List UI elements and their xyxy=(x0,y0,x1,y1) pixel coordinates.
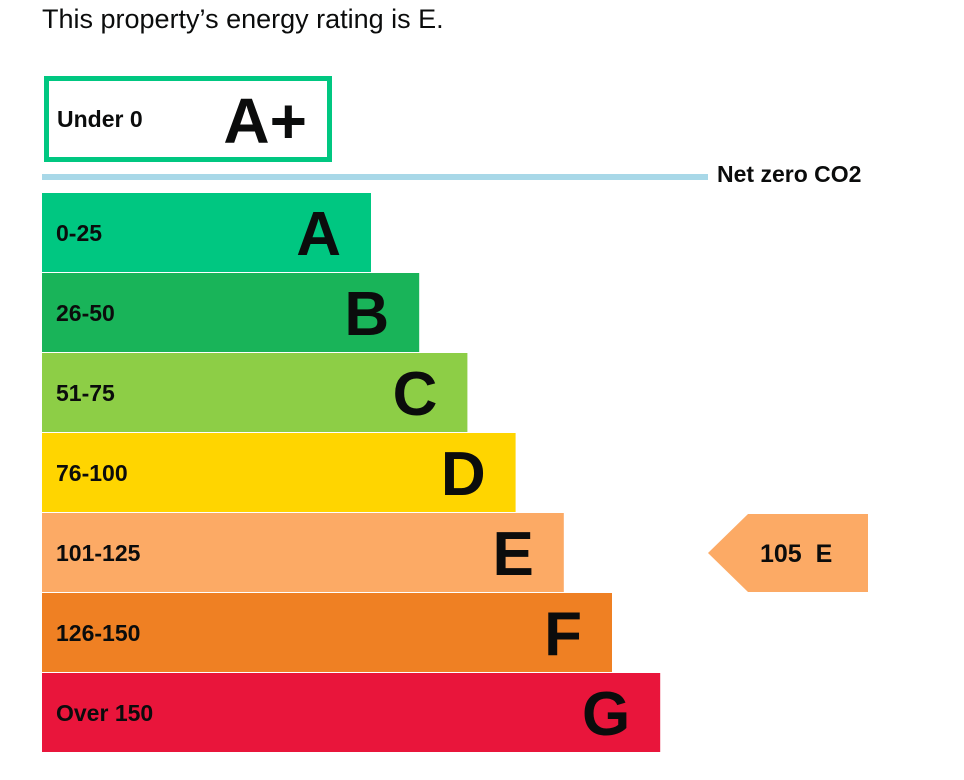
band-b-letter: B xyxy=(344,280,389,349)
band-d-letter: D xyxy=(441,440,486,509)
band-f-letter: F xyxy=(544,600,582,669)
band-f-range: 126-150 xyxy=(56,620,140,646)
band-a-range: 0-25 xyxy=(56,220,102,246)
band-g-letter: G xyxy=(582,680,630,749)
band-d-range: 76-100 xyxy=(56,460,128,486)
current-rating-label: 105 E xyxy=(760,540,832,568)
band-g-range: Over 150 xyxy=(56,700,153,726)
band-e-range: 101-125 xyxy=(56,540,141,566)
band-b-range: 26-50 xyxy=(56,300,115,326)
band-c-range: 51-75 xyxy=(56,380,115,406)
band-c-letter: C xyxy=(393,360,438,429)
band-e-letter: E xyxy=(492,520,533,589)
band-a-letter: A xyxy=(296,200,341,269)
